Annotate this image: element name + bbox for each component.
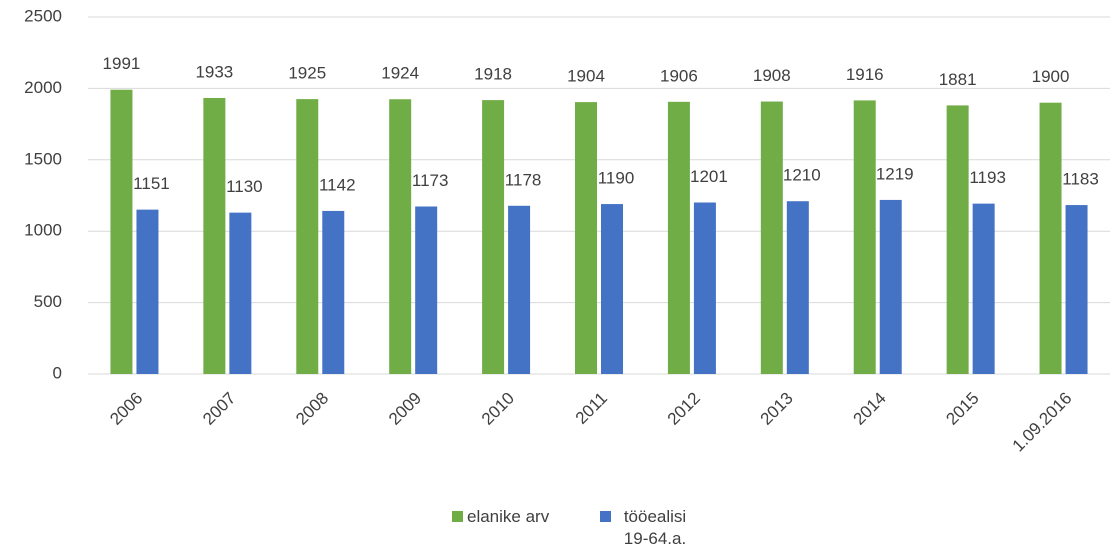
data-label: 1916 [846,65,884,84]
data-label: 1906 [660,66,698,85]
x-tick-label: 2010 [478,389,518,429]
x-tick-label: 1.09.2016 [1009,389,1076,456]
bar [575,102,597,375]
bar [946,105,969,375]
bar [415,206,438,374]
bar [203,97,226,375]
legend-item: tööealisi 19-64.a. [600,506,695,550]
bar [879,199,902,374]
data-label: 1201 [690,167,728,186]
x-tick-label: 2013 [757,389,797,429]
y-tick-label: 1000 [24,221,62,240]
data-label: 1918 [474,65,512,84]
x-tick-label: 2009 [385,389,425,429]
bar [229,212,252,374]
data-label: 1193 [969,168,1006,187]
bar [667,101,690,375]
bar [1039,102,1062,375]
legend-label: tööealisi 19-64.a. [623,507,687,548]
data-label: 1178 [505,170,542,189]
legend-item: elanike arv [452,506,549,528]
data-label: 1173 [412,171,449,190]
data-label: 1904 [567,67,605,86]
bar [136,209,159,374]
bar [693,202,716,374]
legend-label: elanike arv [467,507,550,526]
data-label: 1881 [939,70,977,89]
bar [482,100,505,375]
bar [322,210,345,374]
data-label: 1130 [226,177,263,196]
data-label: 1900 [1032,67,1070,86]
data-label: 1908 [753,66,791,85]
data-label: 1190 [598,169,635,188]
bar [760,101,783,374]
bar [972,203,995,374]
x-tick-label: 2015 [942,389,982,429]
x-tick-label: 2006 [106,389,146,429]
data-label: 1142 [319,175,356,194]
y-tick-label: 1500 [24,149,62,168]
data-label: 1151 [133,174,170,193]
data-label: 1925 [288,64,326,83]
y-tick-label: 2000 [24,78,62,97]
bar [296,99,319,375]
bar [110,89,133,374]
data-label: 1924 [381,64,419,83]
bar [601,204,623,374]
bar [786,201,809,374]
x-tick-label: 2007 [199,389,239,429]
x-tick-label: 2008 [292,389,332,429]
bar [389,99,412,374]
bar [853,100,876,374]
data-label: 1991 [103,54,141,73]
y-tick-label: 500 [34,292,62,311]
x-tick-label: 2012 [664,389,704,429]
data-label: 1933 [195,62,233,81]
legend-swatch [600,511,611,522]
data-label: 1219 [876,164,914,183]
x-tick-label: 2011 [572,389,611,428]
y-tick-label: 0 [53,363,62,382]
bar [508,205,531,374]
data-label: 1210 [783,166,821,185]
x-tick-label: 2014 [850,389,890,429]
bar [1065,205,1088,374]
data-label: 1183 [1062,170,1099,189]
y-tick-label: 2500 [24,6,62,25]
legend-swatch [452,511,463,522]
